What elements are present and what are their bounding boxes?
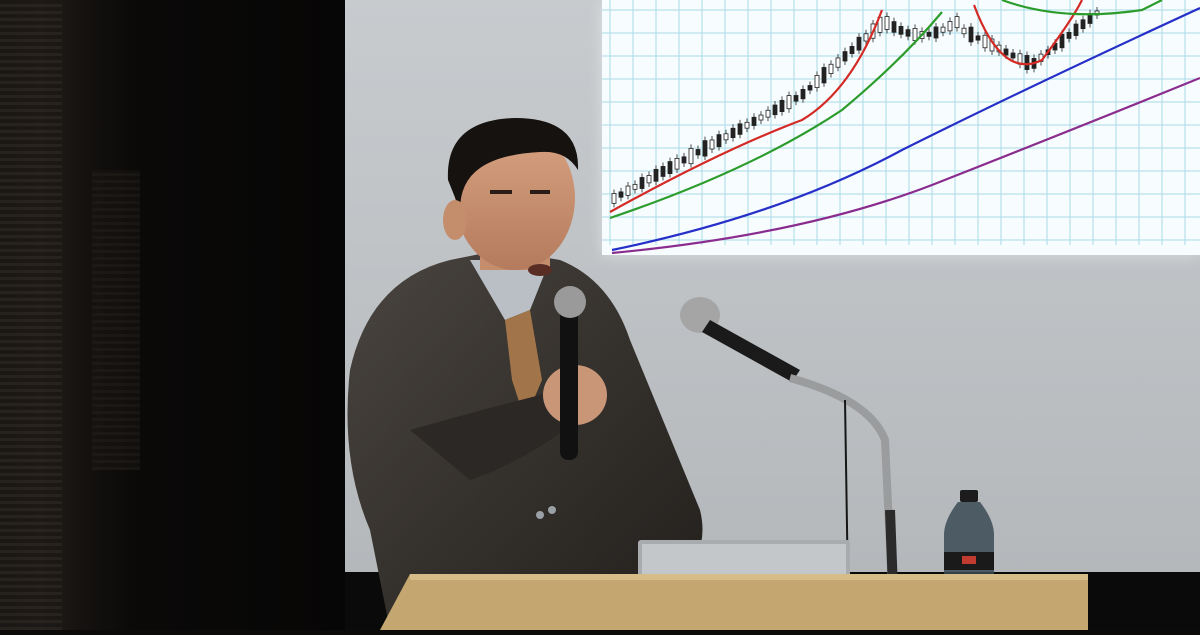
ma-line-short: [609, 0, 1083, 213]
presenter: [330, 110, 720, 630]
candle: [758, 114, 764, 121]
acoustic-panel: [92, 170, 140, 470]
moving-average-lines: [609, 0, 1200, 255]
candle: [709, 139, 715, 150]
candle: [940, 26, 946, 33]
gooseneck: [788, 374, 896, 591]
candle: [751, 116, 757, 126]
candle: [849, 46, 855, 54]
candle: [905, 29, 911, 37]
ma-line-medium: [609, 0, 1163, 220]
candle: [765, 109, 771, 118]
candle: [618, 191, 624, 198]
candle: [842, 51, 848, 62]
right-arm: [410, 390, 590, 480]
candle: [716, 134, 722, 148]
candle: [814, 75, 820, 88]
candle: [1024, 55, 1030, 70]
candle: [961, 27, 967, 35]
microphone-icon: [554, 286, 586, 460]
candle: [821, 67, 827, 84]
candlestick-chart: [602, 0, 1200, 255]
candle: [625, 185, 631, 196]
candle: [982, 34, 988, 49]
laptop-icon: [638, 540, 850, 582]
stage-side-wall: [0, 0, 345, 630]
candle: [667, 161, 673, 175]
candle: [800, 88, 806, 100]
candle: [975, 35, 981, 41]
candle: [1080, 19, 1086, 30]
candle: [926, 31, 932, 37]
candle: [912, 28, 918, 42]
candle: [660, 166, 666, 177]
ma-line-long: [611, 7, 1200, 252]
candle: [863, 33, 869, 42]
hair: [447, 118, 579, 210]
acoustic-panel: [0, 0, 62, 630]
candle: [653, 168, 659, 182]
ma-line-very-long: [611, 76, 1200, 255]
candle: [891, 21, 897, 33]
candle: [688, 148, 694, 165]
candle: [723, 133, 729, 141]
candle: [730, 127, 736, 139]
candle: [681, 156, 687, 164]
candle: [772, 104, 778, 116]
candle: [884, 16, 890, 30]
projection-screen: [602, 0, 1200, 255]
bottle-icon: [942, 490, 996, 580]
candle: [807, 85, 813, 91]
necktie: [505, 310, 542, 420]
candle: [856, 36, 862, 51]
candle: [674, 157, 680, 170]
candle: [779, 99, 785, 113]
candle: [611, 193, 617, 204]
candle: [786, 95, 792, 110]
candle: [968, 26, 974, 43]
podium: [380, 574, 1088, 630]
candle: [828, 63, 834, 74]
candle: [933, 26, 939, 39]
candle: [632, 183, 638, 190]
candle: [947, 21, 953, 32]
candle: [954, 16, 960, 29]
candle: [1003, 48, 1009, 56]
candle: [1010, 52, 1016, 59]
candle: [898, 25, 904, 35]
candle: [793, 95, 799, 102]
candle: [744, 121, 750, 129]
shirt-collar: [470, 260, 550, 320]
candle: [835, 57, 841, 68]
candle: [639, 177, 645, 189]
candle: [1066, 32, 1072, 39]
candle: [737, 123, 743, 135]
candle: [1073, 23, 1079, 36]
microphone-icon: [680, 297, 800, 382]
candle: [695, 149, 701, 156]
candle: [646, 175, 652, 184]
candle: [702, 140, 708, 157]
